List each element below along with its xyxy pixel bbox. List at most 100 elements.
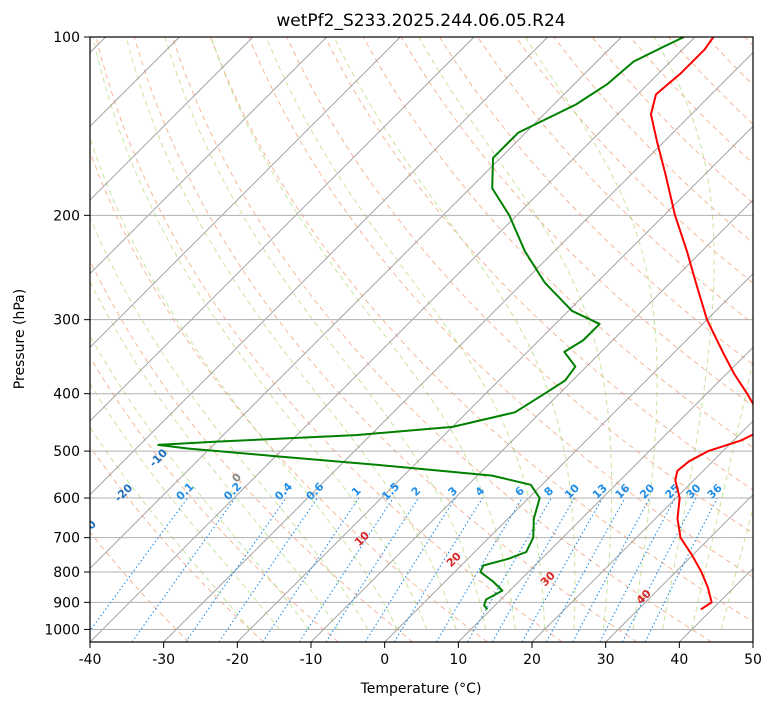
isotherm-line [90,37,622,569]
dry-adiabat [90,445,264,642]
moist-adiabat [691,358,753,630]
x-tick-label: 10 [449,652,467,668]
isotherm-line [384,273,753,642]
plot-frame [89,36,754,643]
isotherm-line [163,52,753,642]
isotherm-line [752,641,753,642]
dry-adiabat [248,37,753,578]
mixing-ratio-line [364,497,456,642]
dry-adiabat-label: -20 [112,481,135,504]
y-tick-label: 200 [53,208,80,224]
profiles [157,37,753,611]
isotherm-line [90,37,327,275]
mixing-ratio-line [621,497,697,642]
dry-adiabat [171,37,712,642]
mixing-ratio-line [545,497,626,642]
dry-adiabat [133,37,638,642]
moist-adiabat [265,37,546,630]
moist-adiabat [164,37,487,630]
moist-adiabat [90,334,310,630]
mixing-ratio-line [435,497,523,642]
moist-adiabat [90,136,398,630]
moist-adiabat [90,216,369,630]
mixing-ratio-label: 3 [446,484,461,499]
dry-adiabat [95,37,563,642]
mixing-ratio-line [572,497,651,642]
dry-adiabat [210,37,753,623]
moist-adiabat [210,37,516,630]
y-tick-label: 1000 [44,622,80,638]
y-tick-label: 300 [53,313,80,329]
dry-adiabat-label: -30 [76,517,99,540]
y-tick-label: 400 [53,387,80,403]
mixing-ratio-label: 1.5 [379,480,402,503]
moist-adiabat [90,426,251,630]
dry-adiabat [515,37,753,284]
isotherm-line [90,37,475,422]
y-tick-label: 800 [53,565,80,581]
y-tick-label: 900 [53,595,80,611]
isotherm-line [310,199,753,642]
moist-adiabat [720,506,753,630]
moist-adiabat [92,37,428,630]
dry-adiabat-label: 40 [634,587,654,607]
mixing-ratio-label: 2 [409,484,424,499]
mixing-ratio-line [131,497,236,642]
isotherm-line [90,37,254,201]
dry-adiabat [553,37,753,244]
mixing-ratio-line [262,497,360,642]
mixing-ratio-label: 13 [590,482,610,502]
dry-adiabat [744,37,753,47]
dry-adiabat [90,531,190,642]
x-tick-label: -30 [152,652,175,668]
isotherm-line [90,37,401,348]
x-axis: -40 -30 -20 -10 0 10 20 30 40 50 [79,642,762,668]
temperature-profile-line [649,37,753,611]
mixing-ratio-label: 0.2 [221,480,244,503]
moist-adiabat [653,37,715,630]
x-tick-label: 40 [670,652,688,668]
x-tick-label: -10 [300,652,323,668]
dry-adiabat [400,37,753,407]
isotherm-line [90,37,696,642]
x-axis-label: Temperature (°C) [360,681,482,697]
mixing-ratio-label: 0.4 [272,480,295,503]
x-tick-label: -40 [79,652,102,668]
y-tick-label: 500 [53,444,80,460]
y-axis: 100 200 300 400 500 600 700 800 900 1000 [44,30,90,638]
mixing-ratio-line [298,497,394,642]
x-tick-label: 0 [380,652,389,668]
dry-adiabat [90,356,339,642]
moist-adiabat [524,37,658,630]
x-tick-label: 20 [523,652,541,668]
mixing-ratio-line [467,497,552,642]
dry-adiabat [90,259,414,642]
mixing-ratio-line [644,497,718,642]
y-tick-label: 600 [53,491,80,507]
dry-adiabat-label: 10 [352,529,372,549]
moist-adiabat [90,382,280,630]
chart-title: wetPf2_S233.2025.244.06.05.R24 [276,11,565,31]
moist-adiabat [125,37,457,630]
dry-adiabat-label: -10 [147,446,170,469]
isotherm-line [531,420,753,642]
isotherm-line [605,494,753,642]
isotherm-line [90,37,548,496]
x-tick-label: -20 [226,652,249,668]
isotherm-line [237,125,753,642]
x-tick-label: 50 [744,652,762,668]
y-axis-label: Pressure (hPa) [12,289,28,389]
mixing-ratio-line [393,497,483,642]
dry-adiabat [90,150,488,642]
x-tick-label: 30 [597,652,615,668]
mixing-ratio-label: 8 [542,484,557,499]
isotherm-line [458,346,753,642]
y-tick-label: 700 [53,531,80,547]
dry-adiabat-label: -50 [0,595,22,618]
mixing-ratio-line [325,497,419,642]
dry-adiabat [591,37,753,204]
dry-adiabat [477,37,753,325]
background-lines [90,37,753,642]
mixing-ratio-line [90,497,189,632]
